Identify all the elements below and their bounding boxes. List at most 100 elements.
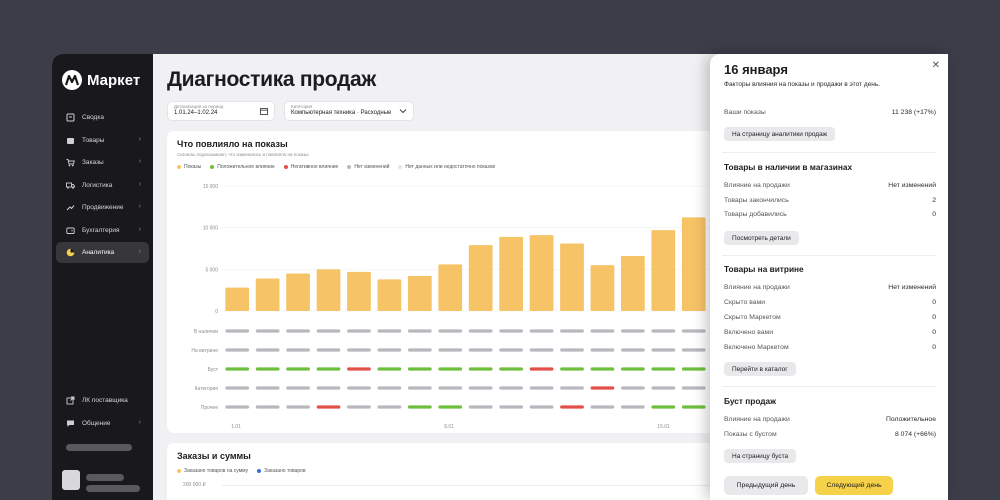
factor-status-mark[interactable] — [590, 386, 615, 390]
factor-status-mark[interactable] — [590, 405, 615, 409]
factor-status-mark[interactable] — [438, 348, 463, 352]
factor-status-mark[interactable] — [681, 405, 706, 409]
boost-page-button[interactable]: На страницу буста — [724, 449, 797, 463]
factor-status-mark[interactable] — [377, 367, 402, 371]
factor-status-mark[interactable] — [407, 405, 432, 409]
factor-status-mark[interactable] — [347, 329, 371, 333]
factor-status-mark[interactable] — [529, 405, 554, 409]
factor-status-mark[interactable] — [621, 329, 645, 333]
chart-bar[interactable] — [316, 269, 341, 311]
factor-status-mark[interactable] — [621, 386, 645, 390]
factor-status-mark[interactable] — [347, 348, 371, 352]
sidebar-item-box[interactable]: Товары › — [56, 130, 149, 151]
factor-status-mark[interactable] — [225, 348, 250, 352]
factor-status-mark[interactable] — [255, 329, 280, 333]
go-to-catalog-button[interactable]: Перейти в каталог — [724, 362, 796, 376]
factor-status-mark[interactable] — [225, 405, 250, 409]
factor-status-mark[interactable] — [681, 386, 706, 390]
factor-status-mark[interactable] — [499, 329, 523, 333]
sidebar-item-wallet[interactable]: Бухгалтерия › — [56, 220, 149, 241]
factor-status-mark[interactable] — [316, 348, 341, 352]
factor-status-mark[interactable] — [499, 405, 523, 409]
chart-bar[interactable] — [590, 265, 615, 311]
chart-bar[interactable] — [651, 230, 676, 311]
chart-bar[interactable] — [255, 278, 280, 312]
sidebar-item-chat[interactable]: Общение › — [56, 413, 149, 434]
factor-status-mark[interactable] — [255, 386, 280, 390]
factor-status-mark[interactable] — [621, 348, 645, 352]
factor-status-mark[interactable] — [681, 367, 706, 371]
factor-status-mark[interactable] — [621, 367, 645, 371]
factor-status-mark[interactable] — [407, 386, 432, 390]
sidebar-item-cart[interactable]: Заказы › — [56, 152, 149, 173]
factor-status-mark[interactable] — [621, 405, 645, 409]
factor-status-mark[interactable] — [377, 386, 402, 390]
chart-bar[interactable] — [468, 245, 493, 311]
factor-status-mark[interactable] — [316, 386, 341, 390]
factor-status-mark[interactable] — [286, 386, 310, 390]
view-details-button[interactable]: Посмотреть детали — [724, 231, 799, 245]
factor-status-mark[interactable] — [347, 367, 371, 371]
factor-status-mark[interactable] — [681, 348, 706, 352]
factor-status-mark[interactable] — [499, 348, 523, 352]
factor-status-mark[interactable] — [590, 348, 615, 352]
factor-status-mark[interactable] — [560, 348, 584, 352]
factor-status-mark[interactable] — [316, 405, 341, 409]
chart-bar[interactable] — [560, 243, 584, 312]
factor-status-mark[interactable] — [499, 386, 523, 390]
factor-status-mark[interactable] — [407, 367, 432, 371]
logo[interactable]: Маркет — [62, 70, 140, 90]
chart-bar[interactable] — [438, 264, 463, 311]
sidebar-item-promotion[interactable]: Продвижение › — [56, 197, 149, 218]
factor-status-mark[interactable] — [468, 367, 493, 371]
factor-status-mark[interactable] — [377, 405, 402, 409]
close-icon[interactable]: ✕ — [931, 60, 940, 71]
factor-status-mark[interactable] — [407, 348, 432, 352]
factor-status-mark[interactable] — [499, 367, 523, 371]
category-filter[interactable]: Категория Компьютерная техника · Расходн… — [284, 101, 414, 121]
factor-status-mark[interactable] — [255, 348, 280, 352]
next-day-button[interactable]: Следующий день — [815, 476, 893, 495]
factor-status-mark[interactable] — [468, 329, 493, 333]
chart-bar[interactable] — [225, 287, 250, 311]
factor-status-mark[interactable] — [225, 386, 250, 390]
factor-status-mark[interactable] — [316, 329, 341, 333]
factor-status-mark[interactable] — [377, 329, 402, 333]
factor-status-mark[interactable] — [529, 329, 554, 333]
factor-status-mark[interactable] — [651, 367, 676, 371]
previous-day-button[interactable]: Предыдущий день — [724, 476, 808, 495]
chart-bar[interactable] — [377, 279, 402, 311]
factor-status-mark[interactable] — [651, 405, 676, 409]
factor-status-mark[interactable] — [255, 367, 280, 371]
factor-status-mark[interactable] — [286, 367, 310, 371]
factor-status-mark[interactable] — [286, 348, 310, 352]
factor-status-mark[interactable] — [560, 329, 584, 333]
factor-status-mark[interactable] — [225, 367, 250, 371]
factor-status-mark[interactable] — [468, 386, 493, 390]
factor-status-mark[interactable] — [347, 405, 371, 409]
factor-status-mark[interactable] — [590, 329, 615, 333]
chart-bar[interactable] — [499, 236, 523, 311]
factor-status-mark[interactable] — [529, 386, 554, 390]
chart-bar[interactable] — [347, 271, 371, 311]
period-filter[interactable]: Детализация за период 1.01.24–1.02.24 — [167, 101, 275, 121]
factor-status-mark[interactable] — [681, 329, 706, 333]
factor-status-mark[interactable] — [225, 329, 250, 333]
factor-status-mark[interactable] — [377, 348, 402, 352]
factor-status-mark[interactable] — [651, 329, 676, 333]
factor-status-mark[interactable] — [286, 329, 310, 333]
chart-bar[interactable] — [681, 217, 706, 311]
sidebar-item-pie-chart[interactable]: Аналитика › — [56, 242, 149, 263]
factor-status-mark[interactable] — [529, 348, 554, 352]
factor-status-mark[interactable] — [560, 386, 584, 390]
factor-status-mark[interactable] — [255, 405, 280, 409]
factor-status-mark[interactable] — [468, 348, 493, 352]
sidebar-item-truck[interactable]: Логистика › — [56, 175, 149, 196]
factor-status-mark[interactable] — [407, 329, 432, 333]
analytics-page-button[interactable]: На страницу аналитики продаж — [724, 127, 836, 141]
factor-status-mark[interactable] — [560, 405, 584, 409]
factor-status-mark[interactable] — [347, 386, 371, 390]
sidebar-item-external-link[interactable]: ЛК поставщика — [56, 390, 149, 411]
factor-status-mark[interactable] — [438, 386, 463, 390]
sidebar-item-summary[interactable]: Сводка — [56, 107, 149, 128]
